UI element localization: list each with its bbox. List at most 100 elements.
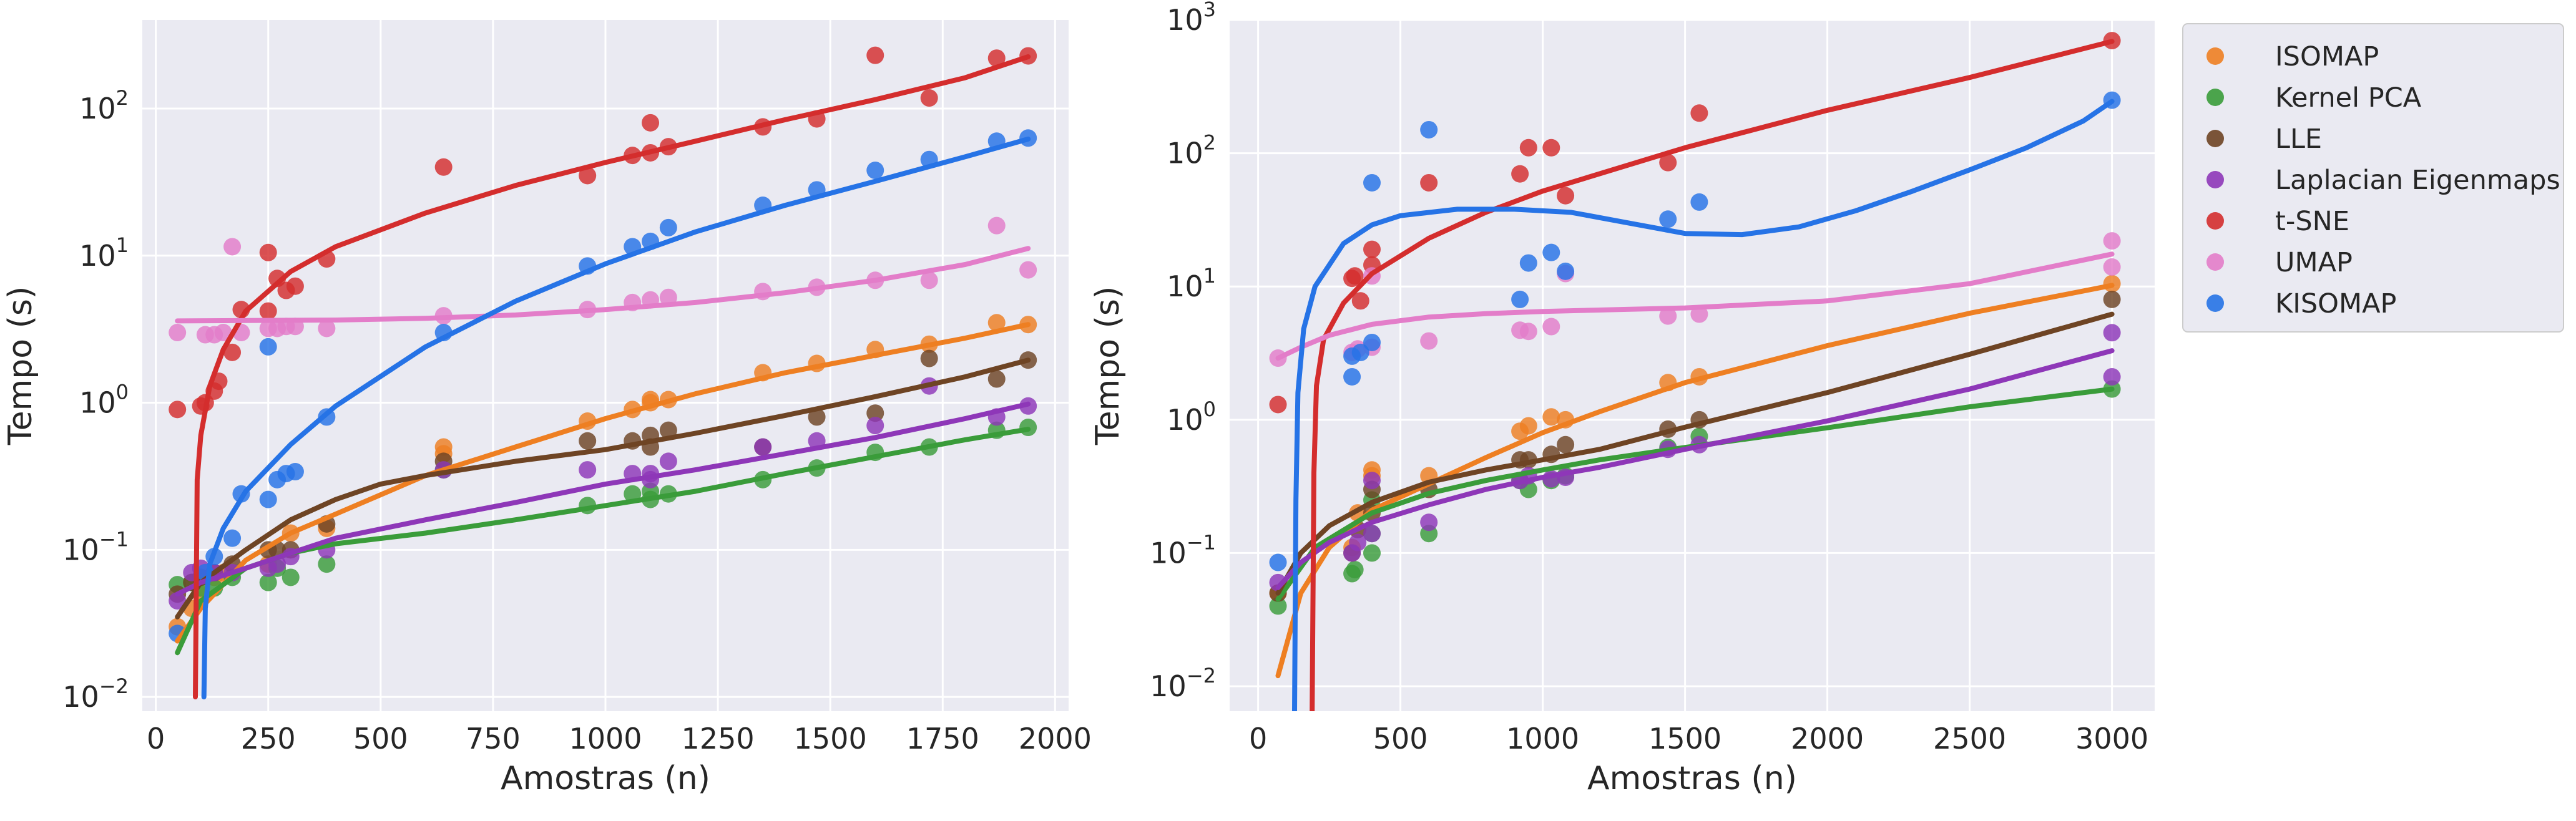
left-y-tick-label: 100 [79,381,129,420]
right-point-kernel-pca [1269,597,1287,615]
right-point-t-sne [1519,138,1537,157]
left-fit-line-umap [175,246,1031,324]
legend-label-kernel-pca: Kernel PCA [2275,82,2422,114]
right-point-laplacian-eigenmaps [2103,324,2121,342]
right-chart: 0 500 1000 1500 2000 2500 3000 10−2 10−1 100 101 10… [1089,0,2155,797]
right-point-t-sne [1542,138,1560,157]
legend-label-umap: UMAP [2275,247,2353,278]
left-fit-line-laplacian-eigenmaps [175,401,1031,597]
legend-box [2182,23,2564,333]
right-point-t-sne [1420,173,1438,192]
left-point-isomap [987,314,1006,332]
left-fit-line-kisomap [201,136,1031,700]
right-fit-line-kernel-pca [1275,386,2115,602]
right-fit-line-isomap [1275,283,2115,679]
right-point-umap [1542,318,1560,336]
right-point-t-sne [1269,396,1287,414]
left-point-umap [223,238,242,256]
left-point-laplacian-eigenmaps [659,452,677,470]
right-point-t-sne [1511,165,1529,183]
right-point-lle [1557,435,1575,454]
right-point-kisomap [1420,120,1438,138]
right-x-tick-label: 3000 [2075,722,2148,755]
right-point-t-sne [1346,267,1364,285]
right-point-kisomap [1269,553,1287,571]
left-x-tick-label: 250 [241,722,296,755]
left-y-tick-label: 101 [79,233,129,273]
legend-label-isomap: ISOMAP [2275,41,2379,72]
left-y-tick-label: 10−1 [62,527,129,566]
left-point-kisomap [223,529,242,547]
left-point-umap [318,319,336,338]
right-point-isomap [1519,417,1537,435]
right-point-umap [1659,307,1677,325]
left-point-umap [987,216,1006,235]
left-point-lle [987,370,1006,388]
right-point-kisomap [1659,210,1677,228]
left-point-laplacian-eigenmaps [169,592,187,610]
left-point-t-sne [434,158,453,176]
right-point-isomap [1542,408,1560,426]
right-point-lle [2103,290,2121,308]
left-point-lle [866,404,884,422]
right-x-tick-label: 1000 [1506,722,1579,755]
left-point-kernel-pca [259,573,277,591]
right-point-laplacian-eigenmaps [2103,367,2121,386]
right-point-kisomap [1690,193,1708,211]
left-fit-line-lle [175,357,1031,619]
left-point-laplacian-eigenmaps [579,461,597,479]
right-point-laplacian-eigenmaps [1363,472,1381,490]
legend-marker-kernel-pca [2206,89,2224,106]
right-point-kernel-pca [1363,544,1381,562]
right-point-kisomap [1343,367,1361,386]
left-x-tick-label: 1000 [569,722,642,755]
left-point-t-sne [286,277,304,295]
right-point-kisomap [1542,243,1560,261]
legend-marker-lle [2206,130,2224,147]
left-y-axis-label: Tempo (s) [2,286,39,446]
right-y-tick-label: 100 [1167,397,1216,437]
left-point-lle [808,408,826,426]
right-fit-line-laplacian-eigenmaps [1275,348,2115,590]
left-point-kernel-pca [318,555,336,573]
right-y-tick-label: 101 [1167,264,1216,303]
left-point-kernel-pca [282,568,300,586]
right-plot-area [1230,20,2155,711]
legend-marker-kisomap [2206,294,2224,312]
right-point-laplacian-eigenmaps [1363,525,1381,543]
left-point-kisomap [259,490,277,508]
legend: ISOMAP Kernel PCA LLE Laplacian Eigenmaps t-… [2182,23,2564,333]
right-x-tick-label: 2000 [1791,722,1864,755]
legend-label-laplacian-eigenmaps: Laplacian Eigenmaps [2275,165,2560,196]
left-point-lle [920,349,938,367]
left-point-laplacian-eigenmaps [754,438,772,456]
right-point-kisomap [1519,254,1537,272]
right-x-tick-label: 0 [1249,722,1267,755]
right-point-umap [2103,232,2121,250]
right-point-kisomap [1511,290,1529,308]
right-y-tick-label: 102 [1167,131,1216,170]
left-point-umap [214,324,232,342]
left-point-kisomap [866,162,884,180]
right-point-umap [2103,258,2121,276]
left-point-t-sne [642,114,660,132]
legend-label-lle: LLE [2275,124,2322,155]
left-point-kisomap [659,218,677,236]
left-chart: 0 250 500 750 1000 1250 1500 1750 2000 10−2 10−1 10… [2,20,1092,797]
right-y-tick-label: 10−1 [1150,530,1216,570]
right-point-t-sne [1690,104,1708,122]
right-point-kisomap [1363,333,1381,351]
left-fit-line-t-sne [193,54,1031,700]
right-point-umap [1519,323,1537,341]
right-point-t-sne [1659,153,1677,172]
left-point-t-sne [259,302,277,320]
right-y-tick-label: 10−2 [1150,664,1216,703]
left-x-tick-label: 0 [147,722,165,755]
legend-marker-umap [2206,253,2224,271]
left-point-umap [659,288,677,306]
right-point-kisomap [1557,262,1575,280]
left-point-t-sne [169,401,187,419]
left-x-tick-label: 1250 [682,722,755,755]
left-point-t-sne [920,89,938,107]
right-point-t-sne [1363,240,1381,258]
